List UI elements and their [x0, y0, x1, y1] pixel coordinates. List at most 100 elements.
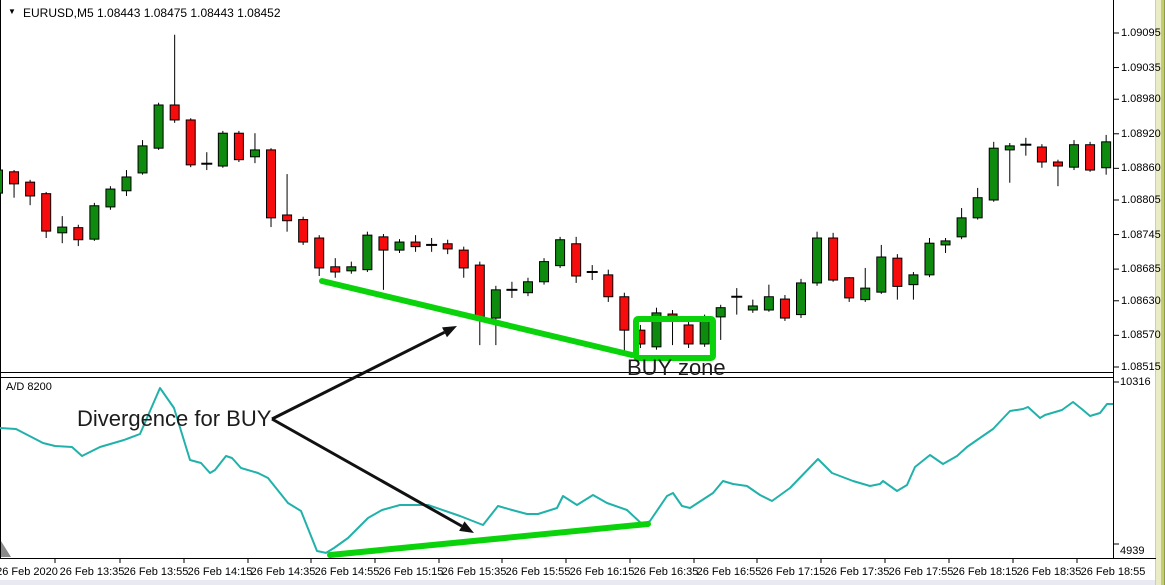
doji-candle: [586, 265, 598, 281]
bear-candle: [314, 235, 325, 277]
bull-candle: [972, 187, 983, 220]
indicator-max-label: 10316: [1120, 376, 1151, 388]
bear-candle: [9, 170, 20, 198]
bear-candle: [378, 233, 389, 290]
bear-candle: [282, 174, 293, 232]
bull-candle: [490, 285, 501, 346]
bull-candle: [715, 304, 726, 340]
bull-candle: [1069, 140, 1080, 171]
bear-candle: [330, 258, 341, 278]
time-axis-label: 26 Feb 14:55: [314, 566, 380, 578]
window-edge-line: [1155, 0, 1156, 585]
doji-candle: [426, 238, 438, 252]
window-edge-strip: [1156, 0, 1161, 585]
pane-resize-grip-icon[interactable]: [1, 541, 11, 557]
bear-candle: [298, 216, 309, 245]
bear-candle: [603, 269, 614, 302]
bull-candle: [539, 258, 550, 285]
bear-candle: [41, 191, 52, 239]
time-axis-label: 26 Feb 18:35: [1016, 566, 1082, 578]
time-axis-label: 26 Feb 13:55: [123, 566, 189, 578]
bull-candle: [860, 267, 871, 302]
buy-zone-box[interactable]: [633, 316, 716, 361]
doji-candle: [506, 281, 518, 298]
time-axis-label: 26 Feb 17:55: [888, 566, 954, 578]
time-axis-label: 26 Feb 15:55: [505, 566, 571, 578]
bull-candle: [1004, 142, 1015, 183]
bull-candle: [763, 284, 774, 312]
bull-candle: [796, 278, 806, 319]
price-axis-label: 1.08805: [1121, 194, 1161, 206]
doji-candle: [731, 288, 743, 315]
bear-candle: [73, 224, 84, 247]
time-axis-label: 26 Feb 13:35: [59, 566, 125, 578]
time-axis-label: 26 Feb 16:55: [696, 566, 762, 578]
arrow-to-price-low[interactable]: [271, 330, 446, 421]
time-axis-label: 26 Feb 2020: [0, 566, 58, 578]
arrow-to-indicator-low-head: [459, 521, 474, 533]
bull-candle: [988, 141, 999, 202]
bull-candle: [956, 208, 967, 240]
price-axis-label: 1.08515: [1121, 361, 1161, 373]
bull-candle: [105, 186, 116, 210]
bull-candle: [57, 216, 68, 244]
bull-candle: [217, 130, 228, 168]
arrow-to-price-low-head: [442, 326, 457, 338]
window-bottom-strip: [0, 580, 1155, 585]
price-axis-label: 1.08920: [1121, 127, 1161, 140]
time-axis-label: 26 Feb 14:35: [250, 566, 316, 578]
window-edge-strip-dark: [1161, 0, 1164, 585]
price-axis-label: 1.08980: [1121, 93, 1161, 106]
price-axis-label: 1.08685: [1121, 263, 1161, 276]
bull-candle: [1101, 134, 1112, 175]
bear-candle: [1085, 141, 1096, 172]
bull-candle: [346, 261, 357, 274]
indicator-higher-lows-line[interactable]: [327, 521, 651, 558]
bear-candle: [683, 319, 694, 348]
bull-candle: [924, 238, 935, 278]
arrow-to-indicator-low[interactable]: [271, 417, 463, 528]
chart-dropdown-icon[interactable]: ▼: [8, 7, 16, 16]
bull-candle: [153, 102, 164, 150]
indicator-name-label: A/D 8200: [6, 381, 52, 393]
ad-indicator-line: [0, 387, 1113, 554]
indicator-min-label: 4939: [1120, 545, 1145, 557]
bull-candle: [0, 169, 3, 194]
bull-candle: [362, 231, 373, 272]
price-axis-label: 1.09035: [1121, 61, 1161, 74]
time-axis-label: 26 Feb 18:55: [1080, 566, 1146, 578]
time-axis-label: 26 Feb 16:35: [633, 566, 699, 578]
time-axis-label: 26 Feb 17:35: [824, 566, 890, 578]
price-lower-highs-line[interactable]: [319, 278, 635, 358]
bear-candle: [1052, 159, 1063, 187]
doji-candle: [201, 152, 213, 171]
bear-candle: [667, 309, 678, 346]
bear-candle: [619, 292, 630, 353]
bear-candle: [266, 148, 277, 228]
bull-candle: [747, 299, 758, 313]
bear-candle: [1036, 144, 1047, 168]
bear-candle: [892, 254, 903, 300]
bear-candle: [571, 236, 582, 283]
bull-candle: [137, 140, 148, 175]
bear-candle: [410, 235, 421, 252]
bear-candle: [844, 277, 855, 302]
time-axis-label: 26 Feb 14:15: [187, 566, 253, 578]
bull-candle: [121, 170, 132, 196]
bull-candle: [876, 244, 887, 294]
doji-candle: [1020, 137, 1032, 156]
price-axis-label: 1.09095: [1121, 27, 1161, 39]
symbol-quote-header: EURUSD,M5 1.08443 1.08475 1.08443 1.0845…: [23, 6, 281, 20]
time-axis-label: 26 Feb 15:15: [378, 566, 444, 578]
price-axis-label: 1.08745: [1121, 228, 1161, 241]
bear-candle: [458, 246, 469, 278]
bull-candle: [812, 231, 823, 286]
bull-candle: [89, 202, 100, 241]
bear-candle: [442, 239, 453, 255]
price-axis-label: 1.08570: [1121, 329, 1161, 342]
bear-candle: [25, 179, 36, 206]
time-axis-label: 26 Feb 16:15: [569, 566, 635, 578]
bull-candle: [522, 277, 533, 297]
